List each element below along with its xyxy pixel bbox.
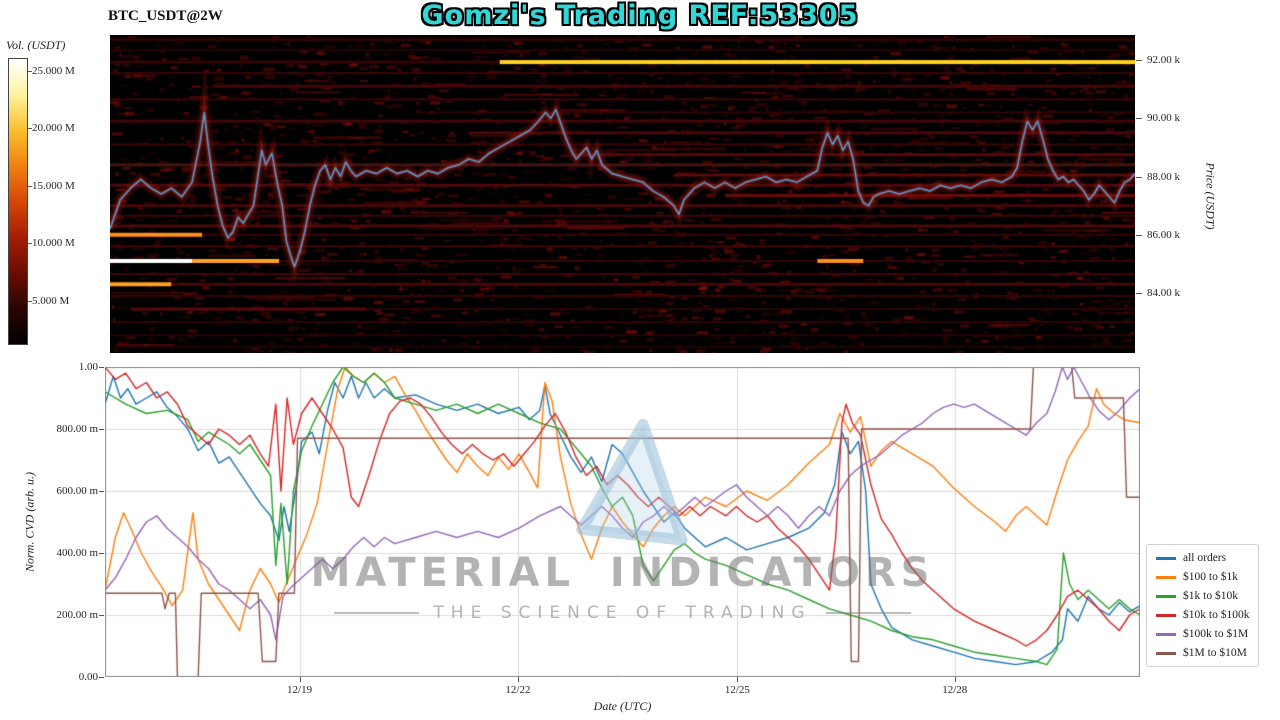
price-tick-mark [1136,176,1142,178]
cvd-x-tick-label: 12/28 [942,684,968,696]
price-tick-mark [1136,234,1142,236]
price-tick-label: 88.00 k [1147,170,1180,183]
cvd-x-tick-mark [299,677,301,682]
cvd-y-tick-mark [99,367,104,368]
price-tick-label: 84.00 k [1147,287,1180,299]
colorbar-tick-label: 20.000 M [32,122,75,135]
price-tick-mark [1136,293,1142,294]
colorbar-tick-mark [28,300,32,302]
legend-line-swatch [1156,575,1176,579]
legend-line-swatch [1156,556,1176,560]
legend-label: $1M to $10M [1183,647,1247,659]
legend-item: $1k to $10k [1156,588,1249,604]
cvd-y-tick-mark [99,553,104,554]
price-tick-mark [1136,60,1142,62]
colorbar-tick-mark [28,128,32,130]
cvd-x-tick-mark [737,677,739,682]
page-title: Gomzi's Trading REF:53305 [421,0,859,31]
date-axis-label: Date (UTC) [593,699,652,713]
cvd-x-tick-label: 12/19 [287,684,313,696]
price-tick-label: 86.00 k [1147,228,1180,241]
legend-line-swatch [1156,594,1176,598]
legend-item: $10k to $100k [1156,607,1249,623]
cvd-x-tick-mark [517,677,519,682]
colorbar-tick-label: 25.000 M [32,64,75,77]
legend-item: $100 to $1k [1156,569,1249,585]
cvd-y-tick-label: 600.00 m [56,485,98,497]
cvd-y-tick-label: 200.00 m [56,609,98,621]
colorbar-title: Vol. (USDT) [6,38,66,52]
cvd-y-tick-mark [99,615,104,616]
legend-label: $100k to $1M [1183,628,1249,640]
price-tick-label: 90.00 k [1147,112,1180,125]
legend-label: $1k to $10k [1183,590,1238,602]
symbol-label: BTC_USDT@2W [108,8,223,24]
price-tick-label: 92.00 k [1147,54,1180,67]
legend-item: $100k to $1M [1156,626,1249,642]
cvd-line-chart-canvas [105,367,1140,677]
cvd-y-tick-label: 800.00 m [56,423,98,435]
liquidity-heatmap-canvas [110,35,1135,353]
cvd-y-tick-mark [99,677,104,678]
colorbar-tick-mark [28,70,32,72]
legend-label: all orders [1183,552,1227,564]
cvd-y-tick-label: 1.00 [78,361,98,373]
legend-line-swatch [1156,632,1176,636]
legend-item: all orders [1156,550,1249,566]
cvd-y-tick-mark [99,491,104,492]
cvd-x-tick-label: 12/25 [724,684,750,696]
colorbar-tick-label: 15.000 M [32,179,75,192]
colorbar-tick-mark [28,185,32,187]
price-axis-label: Price (USDT) [1203,162,1218,230]
chart-legend: all orders $100 to $1k $1k to $10k $10k to … [1146,544,1260,667]
cvd-x-tick-mark [954,677,956,682]
cvd-y-tick-label: 400.00 m [56,547,98,559]
legend-line-swatch [1156,651,1176,655]
legend-item: $1M to $10M [1156,645,1249,661]
cvd-y-tick-mark [99,429,104,430]
price-tick-mark [1136,118,1142,120]
cvd-y-tick-label: 0.00 [78,671,98,683]
legend-label: $10k to $100k [1183,609,1250,621]
colorbar-tick-label: 10.000 M [32,237,75,250]
volume-colorbar [8,58,28,345]
cvd-x-tick-label: 12/22 [505,684,531,696]
legend-label: $100 to $1k [1183,571,1238,583]
legend-line-swatch [1156,613,1176,617]
colorbar-tick-label: 5.000 M [32,294,70,307]
colorbar-tick-mark [28,243,32,245]
